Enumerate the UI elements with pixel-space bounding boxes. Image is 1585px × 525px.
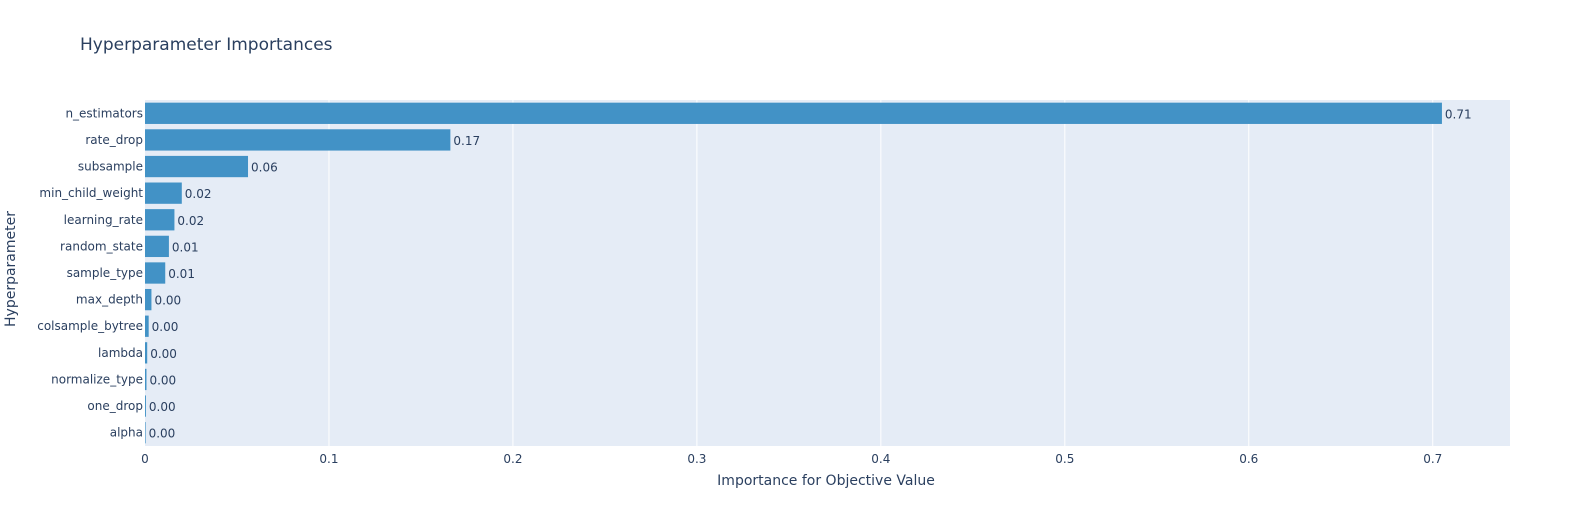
x-tick-labels: 0 0.1 0.2 0.3 0.4 0.5 0.6 0.7 <box>141 452 1442 466</box>
y-tick-labels: n_estimators rate_drop subsample min_child_… <box>37 106 143 439</box>
y-tick-label: learning_rate <box>64 213 143 227</box>
data-label: 0.00 <box>149 400 176 414</box>
bar-alpha <box>145 422 146 444</box>
data-label: 0.01 <box>168 267 195 281</box>
plot-area <box>145 100 1510 446</box>
x-tick-label: 0 <box>141 452 149 466</box>
bar-learning_rate <box>145 209 175 231</box>
bar-rate_drop <box>145 129 451 151</box>
y-tick-label: random_state <box>60 239 143 253</box>
bar-colsample_bytree <box>145 315 149 337</box>
data-label: 0.06 <box>251 161 278 175</box>
data-label: 0.01 <box>172 240 199 254</box>
y-tick-label: one_drop <box>87 399 143 413</box>
y-tick-label: max_depth <box>76 293 143 307</box>
y-tick-label: colsample_bytree <box>37 319 143 333</box>
x-tick-label: 0.6 <box>1239 452 1258 466</box>
bar-normalize_type <box>145 368 147 391</box>
bar-random_state <box>145 235 169 258</box>
y-tick-label: lambda <box>98 346 143 360</box>
y-tick-label: subsample <box>78 160 143 174</box>
chart-title: Hyperparameter Importances <box>80 35 333 55</box>
bar-subsample <box>145 155 249 178</box>
x-tick-label: 0.2 <box>503 452 522 466</box>
data-label: 0.00 <box>149 373 176 387</box>
bar-lambda <box>145 342 148 364</box>
bar-n_estimators <box>145 102 1442 124</box>
data-label: 0.02 <box>185 187 212 201</box>
y-tick-label: normalize_type <box>51 372 143 386</box>
x-tick-label: 0.5 <box>1055 452 1074 466</box>
y-tick-label: n_estimators <box>65 106 143 120</box>
x-tick-label: 0.3 <box>687 452 706 466</box>
x-tick-label: 0.4 <box>871 452 890 466</box>
bar-sample_type <box>145 262 166 284</box>
bar-max_depth <box>145 288 152 311</box>
data-label: 0.00 <box>154 294 181 308</box>
grid-lines <box>328 100 1434 446</box>
bar-one_drop <box>145 395 146 417</box>
data-label: 0.00 <box>150 347 177 361</box>
y-tick-label: sample_type <box>67 266 143 280</box>
data-label: 0.00 <box>152 320 179 334</box>
x-tick-label: 0.7 <box>1423 452 1442 466</box>
data-labels: 0.71 0.17 0.06 0.02 0.02 0.01 0.01 0.00 0.00 0.00… <box>149 107 1472 440</box>
y-axis-title: Hyperparameter <box>3 211 19 327</box>
y-tick-label: alpha <box>110 426 143 440</box>
x-tick-label: 0.1 <box>319 452 338 466</box>
x-axis-title: Importance for Objective Value <box>717 473 935 489</box>
bar-min_child_weight <box>145 182 182 204</box>
data-label: 0.00 <box>149 427 176 441</box>
y-tick-label: min_child_weight <box>39 186 143 200</box>
y-tick-label: rate_drop <box>85 133 143 147</box>
bars <box>145 102 1442 444</box>
data-label: 0.71 <box>1445 107 1472 121</box>
data-label: 0.17 <box>453 134 480 148</box>
data-label: 0.02 <box>177 214 204 228</box>
